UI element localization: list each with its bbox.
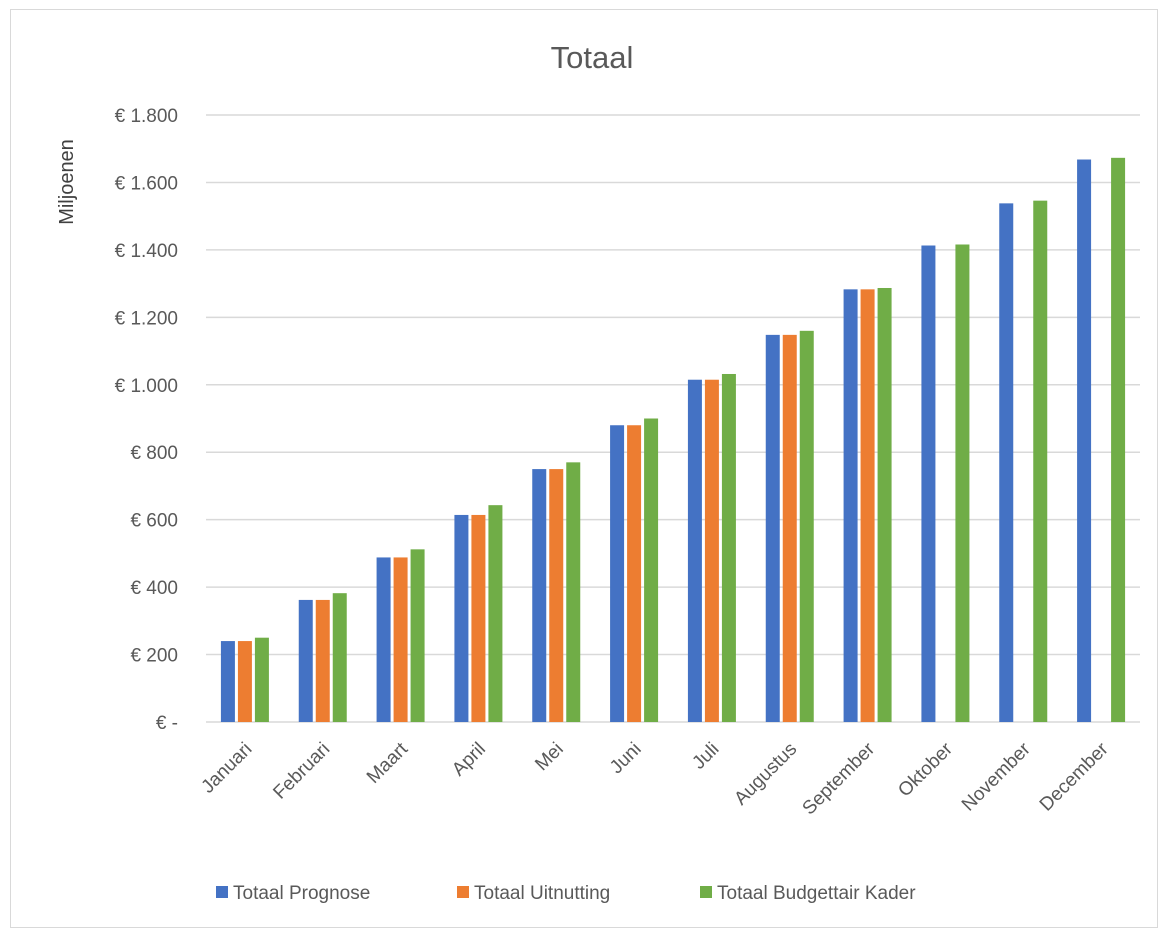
y-tick-label: € - bbox=[156, 713, 178, 734]
legend-swatch bbox=[700, 886, 712, 898]
bar-totaal-uitnutting-februari bbox=[315, 599, 330, 722]
bar-totaal-prognose-juli bbox=[687, 379, 702, 722]
y-tick-label: € 600 bbox=[130, 511, 178, 532]
y-tick-label: € 1.000 bbox=[115, 376, 178, 397]
x-axis-ticks: Januari Februari Maart April Mei Juni Juli Augu… bbox=[198, 738, 1114, 819]
x-tick-label: Februari bbox=[269, 739, 334, 804]
bar-totaal-budgettair-kader-januari bbox=[254, 637, 269, 722]
y-tick-label: € 1.400 bbox=[115, 241, 178, 262]
bar-totaal-budgettair-kader-mei bbox=[566, 462, 581, 722]
bar-totaal-prognose-augustus bbox=[765, 334, 780, 722]
bar-totaal-budgettair-kader-april bbox=[488, 505, 503, 722]
y-axis-ticks: € - € 200 € 400 € 600 € 800 € 1.000 € 1.200 € 1… bbox=[115, 106, 178, 734]
bar-totaal-prognose-februari bbox=[298, 599, 313, 722]
legend-swatch bbox=[216, 886, 228, 898]
bar-totaal-prognose-maart bbox=[376, 557, 391, 722]
x-tick-label: Juni bbox=[606, 739, 645, 778]
y-tick-label: € 1.800 bbox=[115, 106, 178, 127]
bar-totaal-prognose-november bbox=[999, 203, 1014, 722]
bar-totaal-uitnutting-juli bbox=[704, 379, 719, 722]
bar-totaal-budgettair-kader-september bbox=[877, 287, 892, 722]
bar-totaal-budgettair-kader-maart bbox=[410, 549, 425, 722]
bar-totaal-prognose-januari bbox=[220, 641, 235, 722]
x-tick-label: Maart bbox=[363, 738, 413, 788]
x-tick-label: December bbox=[1036, 738, 1113, 815]
x-tick-label: Januari bbox=[198, 739, 257, 798]
y-tick-label: € 400 bbox=[130, 578, 178, 599]
bar-totaal-prognose-juni bbox=[610, 425, 625, 722]
y-tick-label: € 200 bbox=[130, 646, 178, 667]
x-tick-label: November bbox=[958, 738, 1035, 815]
bar-totaal-budgettair-kader-november bbox=[1033, 200, 1048, 723]
legend: Totaal Prognose Totaal Uitnutting Totaal B… bbox=[216, 883, 916, 904]
y-tick-label: € 1.200 bbox=[115, 308, 178, 329]
x-tick-label: Augustus bbox=[730, 739, 801, 810]
bar-totaal-prognose-april bbox=[454, 514, 469, 722]
y-tick-label: € 1.600 bbox=[115, 173, 178, 194]
legend-label: Totaal Uitnutting bbox=[474, 883, 610, 904]
x-tick-label: Oktober bbox=[894, 738, 957, 801]
bar-totaal-budgettair-kader-augustus bbox=[799, 330, 814, 722]
y-axis-label: Miljoenen bbox=[56, 139, 78, 225]
legend-label: Totaal Budgettair Kader bbox=[717, 883, 916, 904]
x-tick-label: Juli bbox=[688, 739, 723, 774]
legend-swatch bbox=[457, 886, 469, 898]
bar-totaal-uitnutting-september bbox=[860, 289, 875, 722]
bar-totaal-prognose-december bbox=[1077, 159, 1092, 723]
bar-totaal-budgettair-kader-oktober bbox=[955, 244, 970, 722]
y-tick-label: € 800 bbox=[130, 443, 178, 464]
bar-totaal-prognose-september bbox=[843, 289, 858, 722]
bar-totaal-budgettair-kader-juni bbox=[644, 418, 659, 722]
gridlines bbox=[206, 114, 1140, 723]
bar-totaal-prognose-mei bbox=[532, 469, 547, 722]
bars bbox=[220, 157, 1126, 723]
bar-totaal-budgettair-kader-juli bbox=[721, 373, 736, 722]
bar-totaal-uitnutting-maart bbox=[393, 557, 408, 722]
bar-totaal-uitnutting-januari bbox=[237, 641, 252, 722]
x-tick-label: April bbox=[448, 739, 490, 781]
bar-totaal-prognose-oktober bbox=[921, 245, 936, 722]
bar-totaal-uitnutting-juni bbox=[627, 425, 642, 722]
bar-totaal-uitnutting-augustus bbox=[782, 334, 797, 722]
chart-title: Totaal bbox=[551, 40, 634, 75]
bar-totaal-budgettair-kader-december bbox=[1111, 157, 1126, 723]
bar-totaal-uitnutting-mei bbox=[549, 469, 564, 722]
x-tick-label: September bbox=[799, 738, 880, 819]
x-tick-label: Mei bbox=[531, 739, 568, 776]
bar-totaal-uitnutting-april bbox=[471, 514, 486, 722]
legend-label: Totaal Prognose bbox=[233, 883, 370, 904]
bar-totaal-budgettair-kader-februari bbox=[332, 593, 347, 722]
